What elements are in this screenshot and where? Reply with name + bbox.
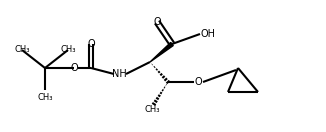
Text: CH₃: CH₃ [14, 46, 30, 55]
Text: O: O [87, 39, 95, 49]
Text: O: O [153, 17, 161, 27]
Text: CH₃: CH₃ [37, 93, 53, 102]
Polygon shape [150, 43, 173, 62]
Text: NH: NH [111, 69, 126, 79]
Text: OH: OH [200, 29, 215, 39]
Text: O: O [70, 63, 78, 73]
Text: CH₃: CH₃ [60, 46, 76, 55]
Text: O: O [194, 77, 202, 87]
Text: CH₃: CH₃ [144, 105, 160, 114]
